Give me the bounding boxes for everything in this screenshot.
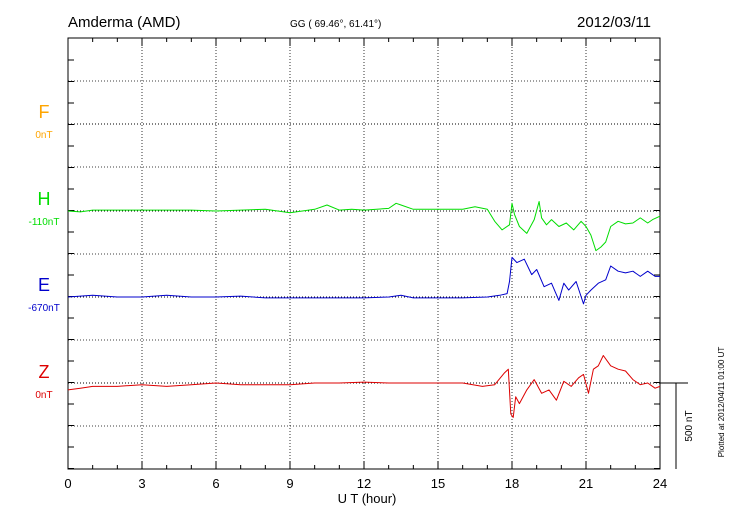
x-tick-label: 12 <box>357 476 371 491</box>
series-baseline-E: -670nT <box>28 303 60 314</box>
series-line-E <box>67 256 660 305</box>
x-tick-label: 18 <box>505 476 519 491</box>
series-name-E: E <box>38 275 50 295</box>
series-baseline-Z: 0nT <box>35 390 52 401</box>
x-tick-label: 3 <box>138 476 145 491</box>
x-tick-label: 21 <box>579 476 593 491</box>
scale-bar: 500 nT <box>660 382 695 469</box>
x-tick-label: 0 <box>64 476 71 491</box>
scale-bar-label: 500 nT <box>684 410 695 441</box>
x-tick-label: 6 <box>212 476 219 491</box>
x-axis-label: U T (hour) <box>338 491 397 506</box>
station-title: Amderma (AMD) <box>68 14 181 31</box>
series-name-Z: Z <box>39 362 50 382</box>
series-labels: F 0nT H -110nT E -670nT Z 0nT <box>28 102 60 401</box>
series-baseline-F: 0nT <box>35 130 52 141</box>
x-axis-ticks: 0 3 6 9 12 15 18 21 24 <box>64 38 667 491</box>
series-baseline-H: -110nT <box>29 217 60 228</box>
series-group <box>67 201 661 418</box>
x-tick-label: 15 <box>431 476 445 491</box>
series-name-H: H <box>38 189 51 209</box>
baseline-lines <box>68 59 660 469</box>
series-line-H <box>67 201 661 252</box>
series-line-Z <box>67 355 661 418</box>
date-label: 2012/03/11 <box>577 14 651 31</box>
station-coordinates: GG ( 69.46°, 61.41°) <box>290 19 381 30</box>
x-tick-label: 24 <box>653 476 667 491</box>
x-tick-label: 9 <box>286 476 293 491</box>
series-name-F: F <box>39 102 50 122</box>
plotted-at-label: Plotted at 2012/04/11 01:00 UT <box>717 347 726 458</box>
grid-lines <box>68 38 660 469</box>
